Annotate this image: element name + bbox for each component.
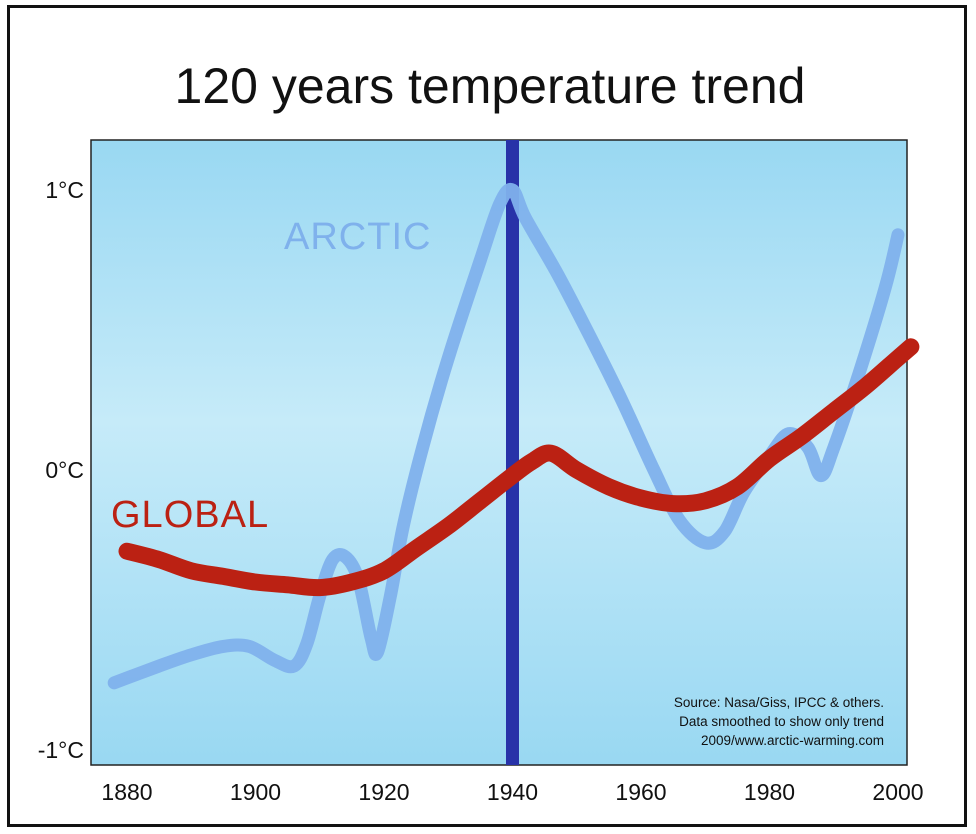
x-tick-label: 1900 xyxy=(230,779,281,805)
source-line-3: 2009/www.arctic-warming.com xyxy=(701,733,884,748)
x-tick-label: 1980 xyxy=(744,779,795,805)
x-tick-label: 1940 xyxy=(487,779,538,805)
arctic-label: ARCTIC xyxy=(284,216,431,258)
y-tick-label: 1°C xyxy=(45,177,84,203)
x-tick-label: 1960 xyxy=(615,779,666,805)
y-tick-label: 0°C xyxy=(45,457,84,483)
series-line-arctic xyxy=(107,182,905,690)
x-axis: 1880 1900 1920 1940 1960 1980 2000 xyxy=(101,779,923,805)
source-line-2: Data smoothed to show only trend xyxy=(679,714,884,729)
source-line-1: Source: Nasa/Giss, IPCC & others. xyxy=(674,695,884,710)
y-axis: 1°C 0°C -1°C xyxy=(38,177,84,763)
x-tick-label: 1880 xyxy=(101,779,152,805)
global-label: GLOBAL xyxy=(111,494,269,536)
chart-title: 120 years temperature trend xyxy=(175,58,806,114)
x-tick-label: 1920 xyxy=(358,779,409,805)
y-tick-label: -1°C xyxy=(38,737,84,763)
source-note: Source: Nasa/Giss, IPCC & others. Data s… xyxy=(674,695,884,748)
x-tick-label: 2000 xyxy=(872,779,923,805)
series-line-global xyxy=(118,338,920,597)
